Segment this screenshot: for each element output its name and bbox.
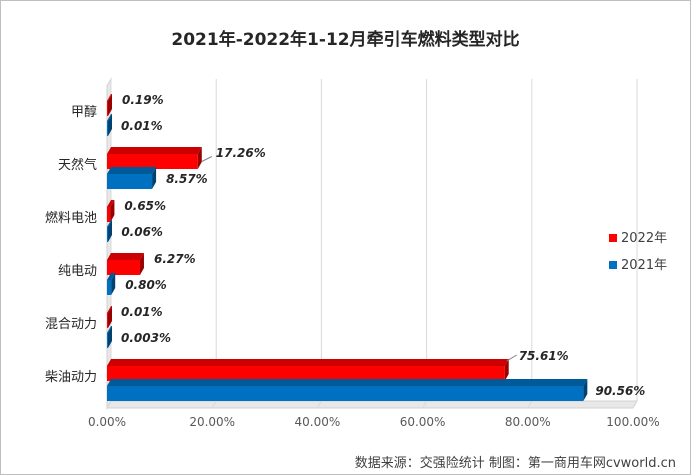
data-label: 90.56% (595, 384, 645, 398)
bar (107, 101, 108, 116)
bar-end (108, 306, 112, 328)
x-tick-label: 40.00% (295, 415, 341, 429)
bar-end (583, 379, 588, 401)
data-label: 17.26% (216, 146, 266, 160)
category-label: 甲醇 (71, 104, 97, 120)
bar-top (107, 220, 112, 227)
data-label: 0.003% (121, 331, 171, 345)
bar-end (108, 94, 112, 116)
gridline-floor (422, 400, 428, 409)
category-label: 燃料电池 (45, 210, 97, 226)
bar (107, 386, 584, 401)
bar (107, 333, 108, 348)
bar-top (107, 273, 116, 280)
chart-title: 2021年-2022年1-12月牵引车燃料类型对比 (171, 30, 520, 50)
x-tick-label: 80.00% (505, 415, 551, 429)
bar-top (107, 379, 588, 386)
data-label: 0.65% (124, 199, 166, 213)
bar-top (107, 147, 202, 154)
gridline-floor (632, 400, 638, 409)
bar-top (107, 114, 112, 121)
plot-floor (106, 400, 638, 409)
category-label: 天然气 (58, 157, 97, 173)
gridline-floor (316, 400, 322, 409)
bar (107, 121, 108, 136)
bar (107, 174, 153, 189)
bar-end (152, 167, 157, 189)
bar-top (107, 326, 112, 333)
x-tick-label: 0.00% (88, 415, 126, 429)
legend-label: 2022年 (621, 231, 667, 246)
bar (107, 313, 108, 328)
bar-end (110, 200, 115, 222)
source-note: 数据来源：交强险统计 制图：第一商用车网cvworld.cn (354, 456, 676, 471)
bar-end (108, 114, 112, 136)
data-label: 0.01% (121, 119, 163, 133)
bar-top (107, 94, 112, 101)
leader-line (506, 354, 517, 362)
bar-end (139, 253, 144, 275)
bar (107, 366, 505, 381)
bar-end (111, 273, 116, 295)
gridline-floor (106, 400, 112, 409)
bar-end (197, 147, 202, 169)
x-tick-label: 100.00% (606, 415, 659, 429)
bar-end (108, 220, 112, 242)
legend-label: 2021年 (621, 258, 667, 273)
bar-top (107, 359, 509, 366)
bar-top (107, 253, 144, 260)
bar (107, 154, 198, 169)
legend-swatch (609, 261, 617, 269)
x-tick-label: 20.00% (189, 415, 235, 429)
bar-end (504, 359, 509, 381)
bar-top (107, 167, 157, 174)
bar-top (107, 306, 112, 313)
bar (107, 260, 140, 275)
data-label: 0.01% (121, 305, 163, 319)
data-label: 6.27% (154, 252, 196, 266)
category-label: 纯电动 (58, 264, 97, 279)
category-label: 混合动力 (45, 317, 97, 332)
legend-swatch (609, 234, 617, 242)
data-label: 0.80% (125, 278, 167, 292)
x-tick-label: 60.00% (400, 415, 446, 429)
data-label: 0.06% (121, 225, 163, 239)
bar (107, 227, 108, 242)
bar (107, 207, 111, 222)
data-label: 0.19% (122, 93, 164, 107)
bar (107, 280, 112, 295)
bar-top (107, 200, 115, 207)
category-label: 柴油动力 (45, 370, 97, 385)
gridline-floor (211, 400, 217, 409)
bar-end (108, 326, 112, 348)
data-label: 8.57% (166, 172, 208, 186)
data-label: 75.61% (519, 349, 569, 363)
gridline-floor (527, 400, 533, 409)
leader-line (201, 156, 213, 162)
